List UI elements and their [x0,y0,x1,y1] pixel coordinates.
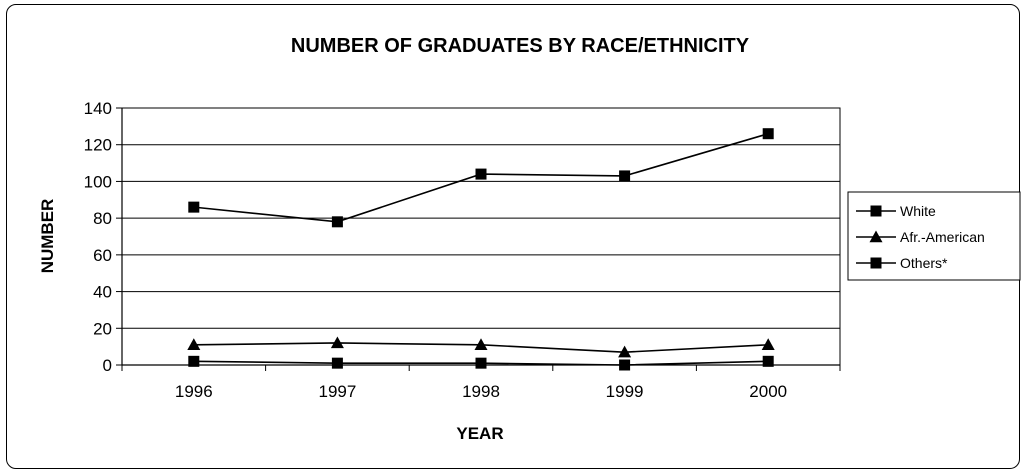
data-point-afr-american [474,338,488,351]
data-point-others [188,355,200,367]
x-tick-label: 1999 [606,382,644,401]
legend-label-others: Others* [900,255,948,271]
data-point-afr-american [187,338,201,351]
data-point-white [188,201,200,213]
data-point-others [619,359,631,371]
x-tick-label: 2000 [749,382,787,401]
x-tick-label: 1996 [175,382,213,401]
data-point-others [331,357,343,369]
plot-area: 0 20 40 60 80 100 120 140 1996 1997 1998 1999 2000 [84,99,841,401]
data-point-afr-american [618,345,632,358]
legend-label-afr-american: Afr.-American [900,229,985,245]
data-point-white [619,170,631,182]
y-tick-label: 120 [84,136,112,155]
y-axis-title: NUMBER [38,199,57,274]
x-tick-label: 1997 [318,382,356,401]
data-point-afr-american [761,338,775,351]
y-tick-label: 60 [93,246,112,265]
legend-marker-white [870,205,882,217]
legend-marker-others [870,257,882,269]
legend: White Afr.-American Others* [847,191,1021,281]
y-tick-label: 0 [103,356,112,375]
data-point-white [762,128,774,140]
y-tick-label: 20 [93,319,112,338]
data-point-afr-american [330,336,344,349]
x-tick-label: 1998 [462,382,500,401]
y-tick-label: 140 [84,99,112,118]
legend-label-white: White [900,203,936,219]
x-axis-title: YEAR [456,424,503,443]
data-point-others [475,357,487,369]
data-point-white [475,168,487,180]
data-point-white [331,216,343,228]
y-tick-label: 80 [93,209,112,228]
data-point-others [762,355,774,367]
legend-marker-afr-american [869,230,883,243]
plot-border [121,107,841,366]
chart-title: NUMBER OF GRADUATES BY RACE/ETHNICITY [291,35,750,57]
y-tick-label: 100 [84,172,112,191]
y-tick-label: 40 [93,283,112,302]
